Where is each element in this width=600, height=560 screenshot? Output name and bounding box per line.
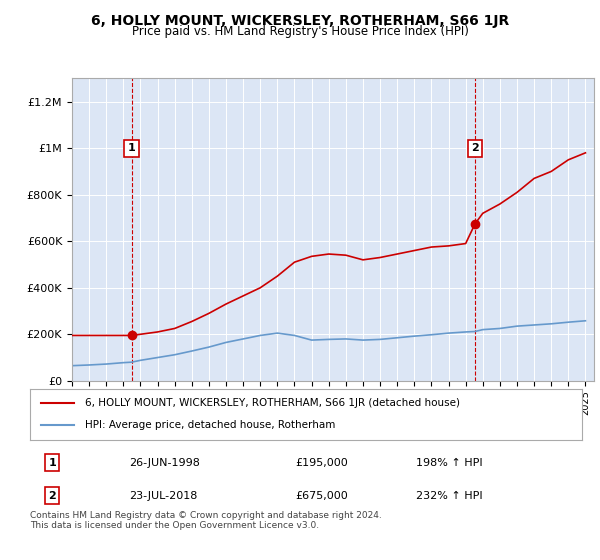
Text: 2: 2 <box>471 143 479 153</box>
Text: 6, HOLLY MOUNT, WICKERSLEY, ROTHERHAM, S66 1JR: 6, HOLLY MOUNT, WICKERSLEY, ROTHERHAM, S… <box>91 14 509 28</box>
Text: 198% ↑ HPI: 198% ↑ HPI <box>416 458 483 468</box>
Text: 2: 2 <box>48 491 56 501</box>
Text: Contains HM Land Registry data © Crown copyright and database right 2024.
This d: Contains HM Land Registry data © Crown c… <box>30 511 382 530</box>
Text: Price paid vs. HM Land Registry's House Price Index (HPI): Price paid vs. HM Land Registry's House … <box>131 25 469 38</box>
Text: 23-JUL-2018: 23-JUL-2018 <box>130 491 198 501</box>
Text: 232% ↑ HPI: 232% ↑ HPI <box>416 491 483 501</box>
Text: 1: 1 <box>128 143 136 153</box>
Text: 1: 1 <box>48 458 56 468</box>
Text: £195,000: £195,000 <box>295 458 348 468</box>
Text: £675,000: £675,000 <box>295 491 348 501</box>
Text: 26-JUN-1998: 26-JUN-1998 <box>130 458 200 468</box>
Text: 6, HOLLY MOUNT, WICKERSLEY, ROTHERHAM, S66 1JR (detached house): 6, HOLLY MOUNT, WICKERSLEY, ROTHERHAM, S… <box>85 398 460 408</box>
Text: HPI: Average price, detached house, Rotherham: HPI: Average price, detached house, Roth… <box>85 421 335 431</box>
